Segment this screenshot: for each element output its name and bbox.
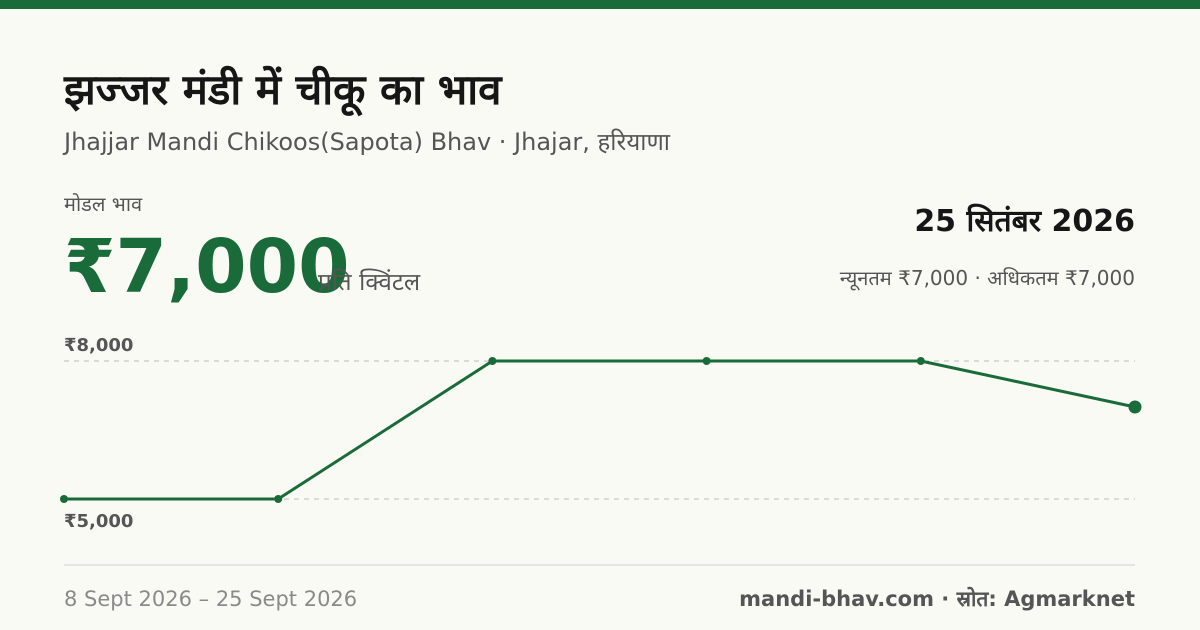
y-tick-label: ₹8,000 <box>64 335 133 356</box>
plot: ₹5,000 ₹8,000 <box>60 335 1142 532</box>
source: mandi-bhav.com · स्रोत: Agmarknet <box>739 586 1135 611</box>
price-unit: प्रति क्विंटल <box>318 268 421 296</box>
data-point <box>274 495 283 503</box>
subtitle: Jhajjar Mandi Chikoos(Sapota) Bhav · Jha… <box>62 128 671 156</box>
data-point <box>1128 400 1142 414</box>
title: झज्जर मंडी में चीकू का भाव <box>63 65 503 117</box>
price-value: ₹7,000 <box>64 224 350 310</box>
period: 8 Sept 2026 – 25 Sept 2026 <box>64 587 357 611</box>
price-line <box>64 359 1136 501</box>
top-bar <box>0 0 1200 9</box>
data-point <box>916 357 925 365</box>
price-label: मोडल भाव <box>64 192 143 216</box>
data-point <box>60 495 68 503</box>
date: 25 सितंबर 2026 <box>914 203 1135 239</box>
y-tick-label: ₹5,000 <box>64 511 133 532</box>
min-max: न्यूनतम ₹7,000 · अधिकतम ₹7,000 <box>840 266 1135 291</box>
data-point <box>488 357 497 365</box>
data-point <box>702 357 711 365</box>
